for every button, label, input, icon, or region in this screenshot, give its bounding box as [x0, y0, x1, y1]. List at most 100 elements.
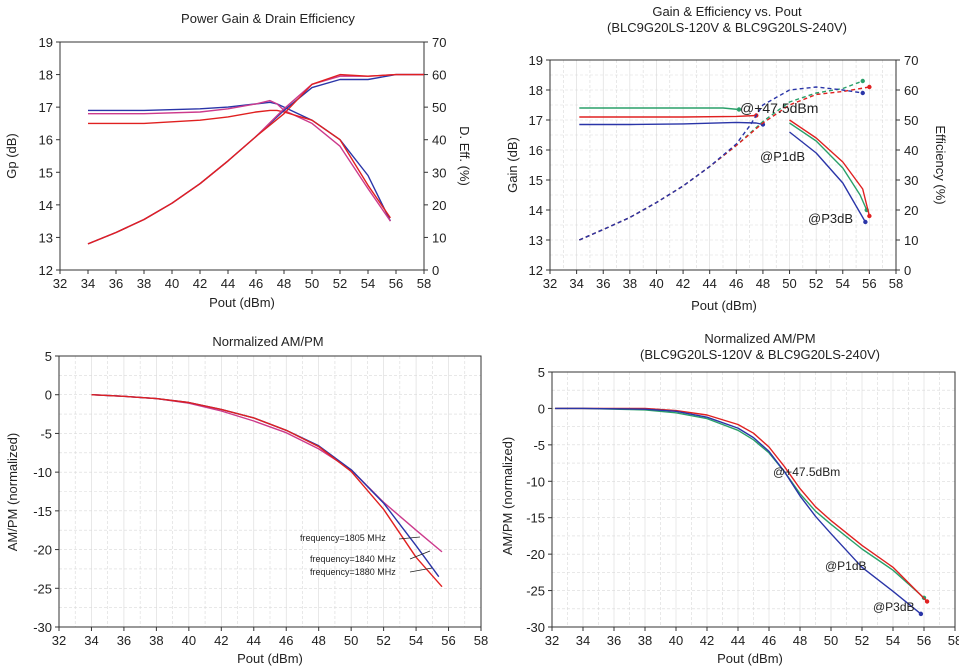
- p4-ytick-label: -15: [526, 511, 545, 526]
- p2-subtitle: (BLC9G20LS-120V & BLC9G20LS-240V): [607, 20, 847, 35]
- p2-annotation-47dbm: @+47.5dBm: [740, 100, 818, 116]
- p1-xtick-label: 50: [305, 276, 319, 291]
- p3-ytick-label: -10: [33, 465, 52, 480]
- p3-xtick-label: 32: [52, 633, 66, 648]
- p1-series-line-2: [88, 109, 391, 219]
- p4-title: Normalized AM/PM: [704, 331, 815, 346]
- p4-annotation-47dbm: @+47.5dBm: [773, 465, 840, 479]
- p1-ylabel: Gp (dB): [4, 133, 19, 179]
- p2-y2label: Efficiency (%): [933, 125, 948, 204]
- p2-xtick-label: 32: [543, 276, 557, 291]
- p2-gridlines: [549, 59, 897, 271]
- p3-ylabel: AM/PM (normalized): [5, 433, 20, 551]
- p1-ytick-label: 16: [39, 133, 53, 148]
- panel-ampm-devices: Normalized AM/PM (BLC9G20LS-120V & BLC9G…: [500, 331, 959, 666]
- p2-y2tick-label: 40: [904, 143, 918, 158]
- p1-y2tick-label: 0: [432, 263, 439, 278]
- p1-series-line-3: [87, 73, 424, 245]
- p4-xtick-label: 40: [669, 633, 683, 648]
- p1-y2label: D. Eff. (%): [457, 126, 472, 186]
- p3-xtick-label: 44: [247, 633, 261, 648]
- p3-xtick-label: 52: [376, 633, 390, 648]
- p1-series-line-1: [88, 99, 391, 222]
- p3-xtick-label: 36: [117, 633, 131, 648]
- p1-series-line-5: [87, 73, 424, 245]
- p4-ytick-label: -5: [533, 438, 545, 453]
- p3-xtick-label: 54: [409, 633, 423, 648]
- p2-title: Gain & Efficiency vs. Pout: [652, 4, 802, 19]
- p2-xtick-label: 56: [862, 276, 876, 291]
- p1-ytick-label: 15: [39, 165, 53, 180]
- panel-power-gain: Power Gain & Drain Efficiency 32 34 36 38 40…: [4, 11, 472, 310]
- p2-xlabel: Pout (dBm): [691, 298, 757, 313]
- p4-ylabel: AM/PM (normalized): [500, 437, 515, 555]
- p1-xtick-label: 40: [165, 276, 179, 291]
- p2-ylabel: Gain (dB): [505, 137, 520, 193]
- p1-x-ticks: 32 34 36 38 40 42 44 46 48 50 52 54 56 58: [53, 270, 431, 291]
- p2-ytick-label: 15: [529, 173, 543, 188]
- p2-annotation-p3db: @P3dB: [808, 211, 853, 226]
- p1-xtick-label: 52: [333, 276, 347, 291]
- p2-xtick-label: 42: [676, 276, 690, 291]
- p2-xtick-label: 54: [836, 276, 850, 291]
- p1-xtick-label: 58: [417, 276, 431, 291]
- p1-y2-ticks: 0 10 20 30 40 50 60 70: [424, 35, 446, 278]
- p2-series-line-3: [789, 122, 868, 211]
- p4-ytick-label: -20: [526, 547, 545, 562]
- p2-xtick-label: 40: [649, 276, 663, 291]
- p1-ytick-label: 18: [39, 68, 53, 83]
- p4-ytick-label: -10: [526, 474, 545, 489]
- p2-ytick-label: 13: [529, 233, 543, 248]
- p3-ytick-label: -25: [33, 581, 52, 596]
- p2-xtick-label: 38: [623, 276, 637, 291]
- p4-plot-frame: [551, 371, 956, 628]
- p3-leader-1840: [409, 550, 431, 560]
- p2-ytick-label: 17: [529, 113, 543, 128]
- p2-ytick-label: 14: [529, 203, 543, 218]
- p2-ytick-label: 19: [529, 53, 543, 68]
- p1-series-line-0: [88, 101, 392, 222]
- p3-ytick-label: -5: [40, 426, 52, 441]
- p4-x-ticks: 32 34 36 38 40 42 44 46 48 50 52 54 56 58: [545, 627, 959, 648]
- p1-ytick-label: 19: [39, 35, 53, 50]
- p4-ytick-label: 5: [538, 365, 545, 380]
- p3-series-line-2: [91, 394, 443, 588]
- p2-y2tick-label: 60: [904, 83, 918, 98]
- p1-xtick-label: 46: [249, 276, 263, 291]
- p4-gridlines: [551, 371, 956, 628]
- p3-ytick-label: 0: [45, 388, 52, 403]
- p4-xlabel: Pout (dBm): [717, 651, 783, 666]
- panel-gain-efficiency: Gain & Efficiency vs. Pout (BLC9G20LS-12…: [505, 4, 948, 313]
- p4-series-marker-2: [918, 611, 924, 617]
- p4-xtick-label: 56: [917, 633, 931, 648]
- p4-series-group: [555, 407, 930, 617]
- p2-x-ticks: 32 34 36 38 40 42 44 46 48 50 52 54 56 58: [543, 270, 903, 291]
- p2-ytick-label: 18: [529, 83, 543, 98]
- p2-y2-ticks: 0 10 20 30 40 50 60 70: [896, 53, 918, 278]
- p4-xtick-label: 50: [824, 633, 838, 648]
- p4-xtick-label: 42: [700, 633, 714, 648]
- p3-xtick-label: 46: [279, 633, 293, 648]
- p1-xtick-label: 34: [81, 276, 95, 291]
- p2-series-line-4: [789, 119, 871, 217]
- p2-ytick-label: 16: [529, 143, 543, 158]
- p2-series-marker-6: [860, 78, 865, 84]
- p2-y2tick-label: 20: [904, 203, 918, 218]
- p1-xtick-label: 56: [389, 276, 403, 291]
- p2-series-marker-5: [863, 219, 868, 225]
- p4-xtick-label: 48: [793, 633, 807, 648]
- p1-xtick-label: 44: [221, 276, 235, 291]
- p2-y2tick-label: 70: [904, 53, 918, 68]
- p1-y2tick-label: 20: [432, 198, 446, 213]
- p1-xtick-label: 36: [109, 276, 123, 291]
- p1-y2tick-label: 70: [432, 35, 446, 50]
- p3-series-group: [91, 394, 443, 588]
- p2-xtick-label: 46: [729, 276, 743, 291]
- p3-xlabel: Pout (dBm): [237, 651, 303, 666]
- p4-xtick-label: 44: [731, 633, 745, 648]
- p1-ytick-label: 14: [39, 198, 53, 213]
- p2-xtick-label: 44: [702, 276, 716, 291]
- p1-title: Power Gain & Drain Efficiency: [181, 11, 355, 26]
- p4-series-marker-1: [924, 599, 930, 604]
- p3-xtick-label: 38: [149, 633, 163, 648]
